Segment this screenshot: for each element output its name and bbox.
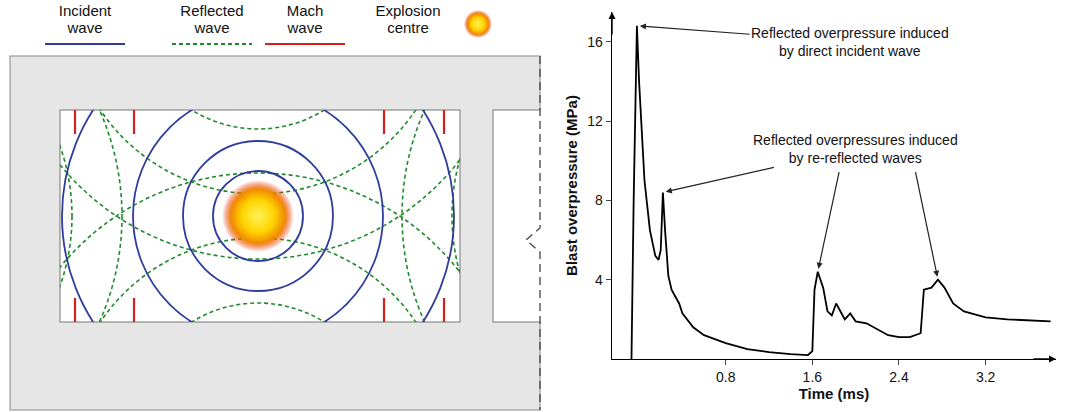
svg-text:centre: centre — [387, 19, 429, 36]
svg-text:2.4: 2.4 — [889, 369, 909, 385]
svg-text:Time (ms): Time (ms) — [799, 385, 870, 402]
svg-text:0.8: 0.8 — [716, 369, 736, 385]
svg-text:12: 12 — [587, 113, 603, 129]
svg-text:Incident: Incident — [59, 2, 112, 19]
svg-text:Explosion: Explosion — [375, 2, 440, 19]
svg-text:Reflected overpressure induced: Reflected overpressure inducedby direct … — [751, 25, 949, 59]
svg-text:8: 8 — [595, 192, 603, 208]
svg-text:Mach: Mach — [287, 2, 324, 19]
svg-text:Reflected: Reflected — [180, 2, 243, 19]
svg-text:3.2: 3.2 — [976, 369, 996, 385]
svg-text:Reflected overpressures induce: Reflected overpressures inducedby re-ref… — [753, 132, 958, 166]
svg-text:Blast overpressure (MPa): Blast overpressure (MPa) — [563, 95, 580, 276]
svg-text:16: 16 — [587, 34, 603, 50]
svg-text:wave: wave — [66, 19, 102, 36]
svg-text:wave: wave — [193, 19, 229, 36]
svg-text:wave: wave — [286, 19, 322, 36]
svg-text:4: 4 — [595, 272, 603, 288]
svg-text:1.6: 1.6 — [803, 369, 823, 385]
